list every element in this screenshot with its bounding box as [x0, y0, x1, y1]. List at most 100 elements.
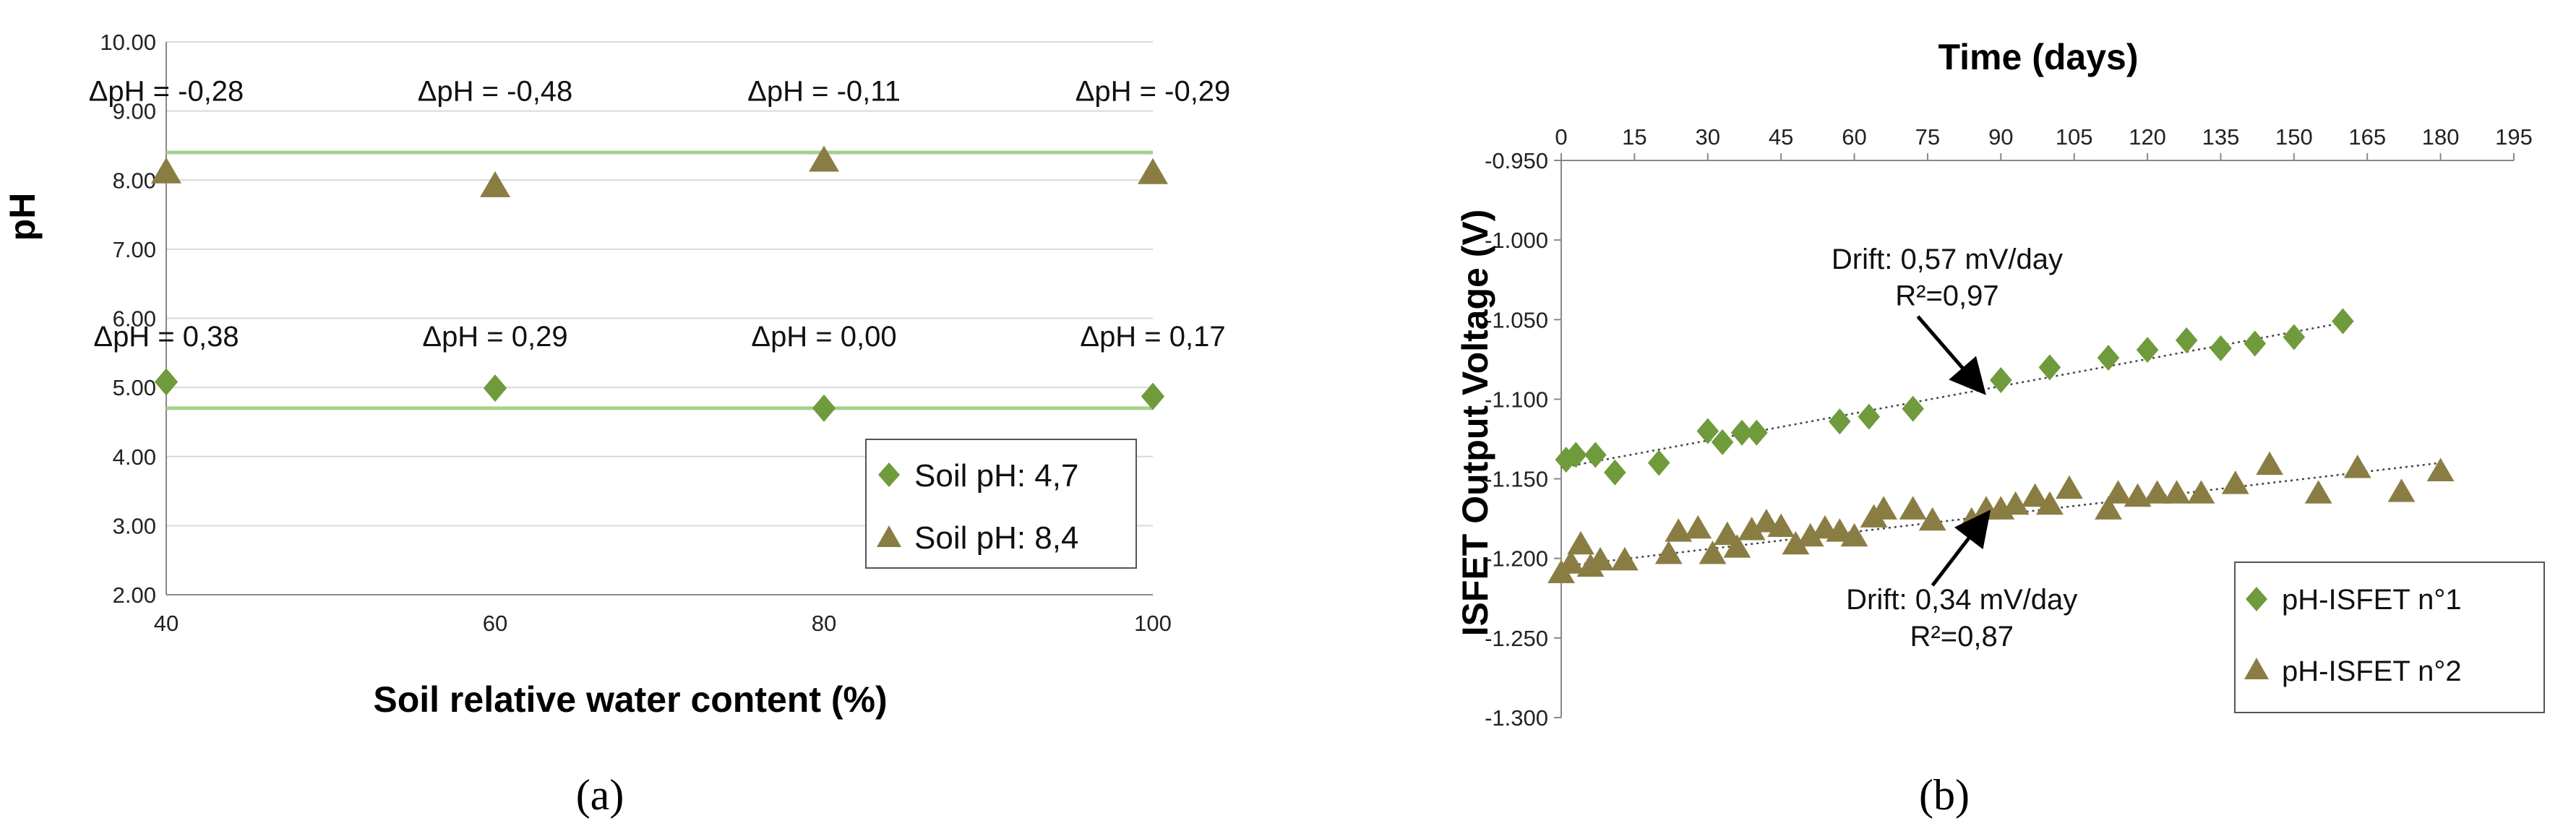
b-point-series-2 [1665, 518, 1693, 542]
a-y-tick-label: 8.00 [113, 168, 156, 193]
a-point-series-2 [480, 171, 510, 197]
b-x-tick-label: 180 [2422, 124, 2460, 150]
b-point-series-1 [1858, 403, 1881, 430]
a-y-tick-label: 4.00 [113, 444, 156, 470]
b-point-series-1 [2097, 345, 2120, 371]
b-y-tick-label: -1.200 [1485, 546, 1548, 572]
a-y-tick-label: 7.00 [113, 237, 156, 262]
b-point-series-1 [2038, 354, 2061, 381]
b-arrows [1916, 315, 1991, 587]
b-drift-annotation: R²=0,97 [1895, 280, 1998, 311]
b-x-tick-label: 30 [1696, 124, 1720, 150]
a-gridlines [166, 41, 1153, 527]
b-point-series-2 [2256, 451, 2283, 476]
b-point-series-2 [2426, 457, 2455, 481]
a-legend-diamond-icon [878, 462, 900, 487]
b-x-tick-label: 45 [1769, 124, 1793, 150]
a-x-tick-label: 40 [154, 611, 179, 636]
b-x-tick-label: 195 [2495, 124, 2533, 150]
a-y-axis-label: pH [2, 193, 43, 241]
b-drift-annotation: R²=0,87 [1910, 621, 2014, 653]
b-point-series-1 [2332, 308, 2354, 335]
b-point-series-1 [2175, 327, 2198, 353]
b-point-series-2 [2001, 491, 2030, 515]
a-legend-label-2: Soil pH: 8,4 [914, 520, 1078, 556]
b-legend-triangle-icon [2244, 658, 2269, 679]
a-point-series-1 [1141, 382, 1165, 410]
b-point-series-2 [2221, 470, 2249, 494]
b-y-tick-label: -1.100 [1485, 387, 1548, 412]
a-legend-box [865, 439, 1137, 569]
b-point-series-2 [1713, 521, 1741, 546]
b-y-axis-label: ISFET Output Voltage (V) [1455, 210, 1495, 637]
b-x-tick-label: 120 [2129, 124, 2166, 150]
chart-b: -0.950 -1.000 -1.050 -1.100 -1.150 -1.200 -1.2… [1455, 37, 2545, 819]
b-point-series-1 [2283, 324, 2306, 350]
b-point-series-2 [1782, 530, 1810, 555]
b-point-series-2 [2095, 496, 2122, 520]
a-y-tick-label: 9.00 [113, 99, 156, 124]
a-delta-annotation: ΔpH = -0,29 [1076, 75, 1231, 107]
b-drift-annotation: Drift: 0,57 mV/day [1832, 244, 2063, 275]
b-x-tick-label: 90 [1988, 124, 2013, 150]
b-point-series-1 [2244, 330, 2267, 357]
b-x-tick-label: 60 [1842, 124, 1866, 150]
b-point-series-1 [2210, 335, 2232, 361]
b-point-series-2 [1840, 522, 1868, 547]
a-delta-annotation: ΔpH = -0,48 [418, 75, 573, 107]
b-point-series-1 [1746, 419, 1768, 446]
b-x-tick-label: 150 [2275, 124, 2313, 150]
a-point-series-2 [151, 157, 181, 184]
a-delta-annotation: ΔpH = -0,28 [89, 75, 244, 107]
b-point-series-2 [1796, 522, 1824, 547]
b-point-series-2 [2124, 483, 2152, 507]
b-point-series-2 [1738, 517, 1766, 541]
b-drift-annotation: Drift: 0,34 mV/day [1846, 584, 2077, 616]
b-point-series-1 [2136, 337, 2159, 363]
a-y-tick-label: 2.00 [113, 582, 156, 608]
a-annotations: ΔpH = -0,28 ΔpH = -0,48 ΔpH = -0,11 ΔpH = -… [89, 75, 1231, 352]
b-x-tick-label: 135 [2202, 124, 2240, 150]
b-point-series-2 [2021, 483, 2049, 507]
a-delta-annotation: ΔpH = 0,38 [93, 321, 239, 353]
b-point-series-2 [1654, 541, 1683, 564]
a-reference-lines [166, 150, 1153, 410]
b-drift-arrow-2 [1931, 509, 1991, 587]
a-x-axis-label: Soil relative water content (%) [373, 679, 887, 720]
b-point-series-2 [2187, 480, 2215, 504]
b-point-series-2 [1684, 515, 1712, 539]
a-delta-annotation: ΔpH = 0,17 [1080, 321, 1225, 353]
chart-a: 10.00 9.00 8.00 7.00 6.00 5.00 4.00 3.00 2.00 40… [2, 30, 1230, 819]
b-point-series-2 [1918, 507, 1946, 531]
b-y-tick-label: -1.150 [1485, 467, 1548, 492]
b-x-tick-label: 165 [2348, 124, 2386, 150]
b-drift-arrow-1 [1916, 315, 1986, 395]
a-data-markers [151, 145, 1168, 422]
b-x-tick-labels: 0 15 30 45 60 75 90 105 120 135 150 165 180 195 [1555, 124, 2533, 160]
b-point-series-2 [1899, 496, 1927, 520]
b-panel-label: (b) [1919, 771, 1970, 819]
b-point-series-1 [1564, 442, 1587, 468]
b-x-tick-label: 15 [1622, 124, 1647, 150]
b-point-series-1 [1604, 459, 1626, 486]
b-x-tick-label: 0 [1555, 124, 1567, 150]
b-data-markers [1547, 308, 2455, 583]
b-legend-label-2: pH-ISFET n°2 [2282, 655, 2462, 687]
b-x-tick-label: 105 [2056, 124, 2093, 150]
b-point-series-2 [1557, 550, 1585, 574]
b-point-series-2 [2387, 478, 2416, 502]
a-legend-label-1: Soil pH: 4,7 [914, 458, 1078, 494]
b-legend: pH-ISFET n°1 pH-ISFET n°2 [2234, 562, 2545, 713]
a-delta-annotation: ΔpH = 0,29 [422, 321, 567, 353]
a-y-tick-labels: 10.00 9.00 8.00 7.00 6.00 5.00 4.00 3.00 2.00 [100, 30, 156, 608]
b-point-series-2 [1767, 513, 1795, 538]
a-x-tick-label: 60 [483, 611, 507, 636]
a-x-tick-label: 100 [1134, 611, 1172, 636]
b-y-tick-labels: -0.950 -1.000 -1.050 -1.100 -1.150 -1.200 -1.2… [1485, 148, 1561, 731]
b-annotations: Drift: 0,57 mV/day R²=0,97 Drift: 0,34 mV/… [1832, 244, 2077, 653]
b-point-series-1 [1990, 366, 2012, 393]
b-point-series-2 [1723, 534, 1751, 558]
a-panel-label: (a) [576, 771, 624, 819]
b-point-series-2 [1587, 546, 1614, 571]
